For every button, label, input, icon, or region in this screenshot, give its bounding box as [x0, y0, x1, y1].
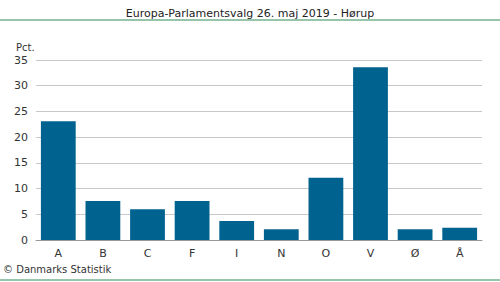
svg-text:F: F	[189, 247, 195, 260]
svg-text:Europa-Parlamentsvalg 26. maj: Europa-Parlamentsvalg 26. maj 2019 - Hør…	[126, 7, 375, 20]
svg-text:A: A	[55, 247, 63, 260]
svg-text:B: B	[99, 247, 107, 260]
svg-text:20: 20	[14, 131, 28, 144]
svg-text:Ø: Ø	[411, 247, 420, 260]
svg-text:25: 25	[14, 105, 28, 118]
svg-text:0: 0	[21, 234, 28, 247]
svg-text:C: C	[144, 247, 152, 260]
svg-text:35: 35	[14, 54, 28, 67]
svg-text:N: N	[277, 247, 285, 260]
svg-text:Å: Å	[456, 247, 464, 260]
svg-text:15: 15	[14, 156, 28, 169]
svg-text:5: 5	[21, 208, 28, 221]
svg-text:O: O	[322, 247, 331, 260]
svg-text:10: 10	[14, 182, 28, 195]
svg-text:30: 30	[14, 79, 28, 92]
svg-text:Pct.: Pct.	[16, 42, 35, 53]
svg-text:V: V	[367, 247, 375, 260]
svg-text:© Danmarks Statistik: © Danmarks Statistik	[3, 264, 112, 275]
svg-text:I: I	[235, 247, 238, 260]
